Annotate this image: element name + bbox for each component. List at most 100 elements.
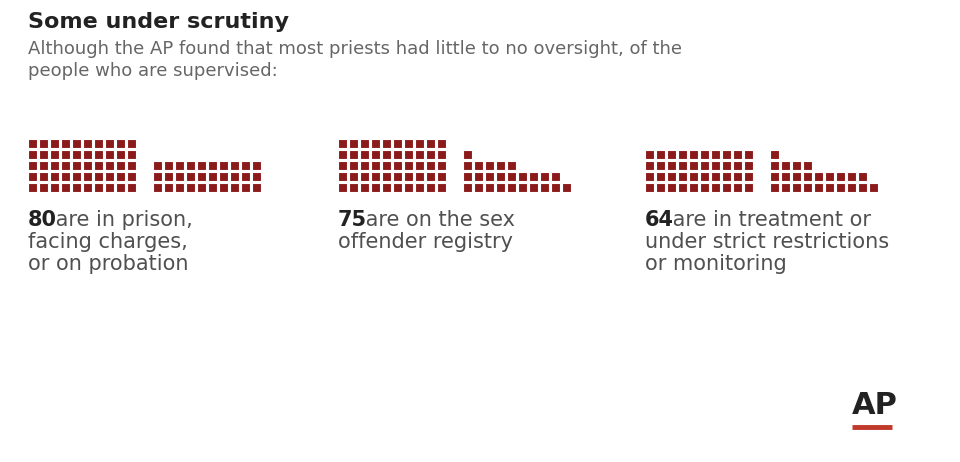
- FancyBboxPatch shape: [415, 161, 424, 170]
- FancyBboxPatch shape: [83, 139, 92, 148]
- FancyBboxPatch shape: [338, 139, 347, 148]
- FancyBboxPatch shape: [219, 183, 228, 192]
- FancyBboxPatch shape: [437, 183, 446, 192]
- FancyBboxPatch shape: [371, 139, 380, 148]
- FancyBboxPatch shape: [349, 161, 358, 170]
- FancyBboxPatch shape: [175, 172, 184, 181]
- FancyBboxPatch shape: [485, 172, 494, 181]
- FancyBboxPatch shape: [562, 183, 571, 192]
- FancyBboxPatch shape: [61, 150, 70, 159]
- FancyBboxPatch shape: [645, 150, 654, 159]
- FancyBboxPatch shape: [219, 172, 228, 181]
- FancyBboxPatch shape: [127, 172, 136, 181]
- FancyBboxPatch shape: [744, 150, 753, 159]
- FancyBboxPatch shape: [349, 150, 358, 159]
- FancyBboxPatch shape: [825, 183, 834, 192]
- FancyBboxPatch shape: [678, 172, 687, 181]
- FancyBboxPatch shape: [518, 183, 527, 192]
- FancyBboxPatch shape: [175, 183, 184, 192]
- FancyBboxPatch shape: [415, 172, 424, 181]
- FancyBboxPatch shape: [360, 150, 369, 159]
- FancyBboxPatch shape: [349, 139, 358, 148]
- FancyBboxPatch shape: [116, 150, 125, 159]
- FancyBboxPatch shape: [371, 172, 380, 181]
- FancyBboxPatch shape: [678, 183, 687, 192]
- FancyBboxPatch shape: [437, 150, 446, 159]
- FancyBboxPatch shape: [836, 172, 845, 181]
- FancyBboxPatch shape: [252, 183, 261, 192]
- FancyBboxPatch shape: [338, 150, 347, 159]
- FancyBboxPatch shape: [39, 183, 48, 192]
- FancyBboxPatch shape: [164, 183, 173, 192]
- FancyBboxPatch shape: [230, 161, 239, 170]
- FancyBboxPatch shape: [338, 161, 347, 170]
- FancyBboxPatch shape: [722, 150, 731, 159]
- FancyBboxPatch shape: [645, 183, 654, 192]
- FancyBboxPatch shape: [50, 139, 59, 148]
- FancyBboxPatch shape: [382, 161, 391, 170]
- FancyBboxPatch shape: [656, 161, 665, 170]
- FancyBboxPatch shape: [404, 161, 413, 170]
- FancyBboxPatch shape: [127, 161, 136, 170]
- FancyBboxPatch shape: [711, 161, 720, 170]
- FancyBboxPatch shape: [733, 161, 742, 170]
- FancyBboxPatch shape: [463, 172, 472, 181]
- FancyBboxPatch shape: [825, 172, 834, 181]
- FancyBboxPatch shape: [39, 161, 48, 170]
- FancyBboxPatch shape: [28, 139, 37, 148]
- FancyBboxPatch shape: [28, 183, 37, 192]
- FancyBboxPatch shape: [349, 183, 358, 192]
- FancyBboxPatch shape: [252, 161, 261, 170]
- Text: 80: 80: [28, 210, 57, 230]
- FancyBboxPatch shape: [645, 172, 654, 181]
- FancyBboxPatch shape: [678, 150, 687, 159]
- FancyBboxPatch shape: [722, 161, 731, 170]
- FancyBboxPatch shape: [551, 183, 560, 192]
- FancyBboxPatch shape: [382, 172, 391, 181]
- FancyBboxPatch shape: [814, 172, 823, 181]
- FancyBboxPatch shape: [360, 139, 369, 148]
- FancyBboxPatch shape: [645, 161, 654, 170]
- FancyBboxPatch shape: [94, 183, 103, 192]
- FancyBboxPatch shape: [733, 150, 742, 159]
- FancyBboxPatch shape: [689, 150, 698, 159]
- FancyBboxPatch shape: [175, 161, 184, 170]
- FancyBboxPatch shape: [94, 139, 103, 148]
- FancyBboxPatch shape: [437, 161, 446, 170]
- FancyBboxPatch shape: [415, 139, 424, 148]
- FancyBboxPatch shape: [241, 183, 250, 192]
- FancyBboxPatch shape: [744, 161, 753, 170]
- FancyBboxPatch shape: [208, 183, 217, 192]
- FancyBboxPatch shape: [127, 139, 136, 148]
- FancyBboxPatch shape: [437, 139, 446, 148]
- FancyBboxPatch shape: [792, 161, 801, 170]
- Text: facing charges,: facing charges,: [28, 232, 188, 252]
- FancyBboxPatch shape: [507, 183, 516, 192]
- Text: 75: 75: [338, 210, 367, 230]
- FancyBboxPatch shape: [540, 172, 549, 181]
- FancyBboxPatch shape: [360, 172, 369, 181]
- FancyBboxPatch shape: [208, 172, 217, 181]
- FancyBboxPatch shape: [393, 172, 402, 181]
- FancyBboxPatch shape: [463, 161, 472, 170]
- FancyBboxPatch shape: [496, 172, 505, 181]
- FancyBboxPatch shape: [94, 150, 103, 159]
- FancyBboxPatch shape: [28, 150, 37, 159]
- FancyBboxPatch shape: [540, 183, 549, 192]
- FancyBboxPatch shape: [50, 172, 59, 181]
- Text: under strict restrictions: under strict restrictions: [645, 232, 889, 252]
- FancyBboxPatch shape: [426, 150, 435, 159]
- FancyBboxPatch shape: [382, 150, 391, 159]
- FancyBboxPatch shape: [770, 150, 779, 159]
- FancyBboxPatch shape: [792, 172, 801, 181]
- FancyBboxPatch shape: [61, 161, 70, 170]
- FancyBboxPatch shape: [770, 183, 779, 192]
- FancyBboxPatch shape: [105, 139, 114, 148]
- FancyBboxPatch shape: [72, 139, 81, 148]
- Text: 64: 64: [645, 210, 674, 230]
- FancyBboxPatch shape: [116, 183, 125, 192]
- FancyBboxPatch shape: [656, 150, 665, 159]
- Text: people who are supervised:: people who are supervised:: [28, 62, 277, 80]
- FancyBboxPatch shape: [404, 139, 413, 148]
- FancyBboxPatch shape: [700, 161, 709, 170]
